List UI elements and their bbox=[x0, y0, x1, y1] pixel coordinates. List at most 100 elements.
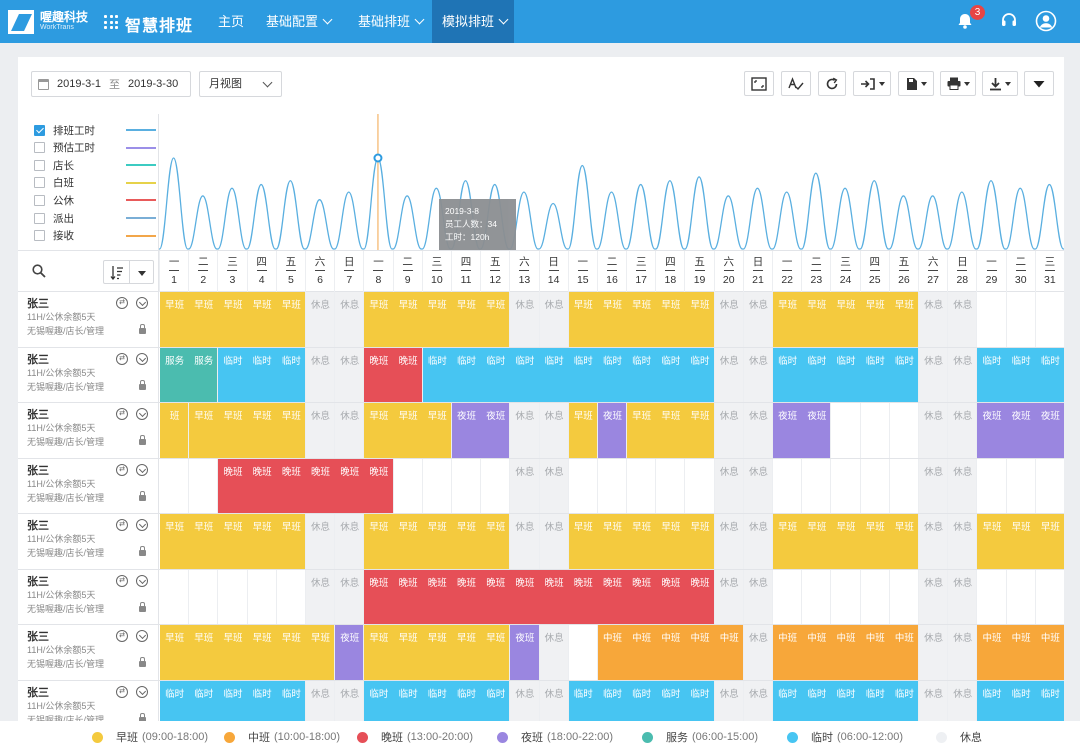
shift-block[interactable]: 夜班 bbox=[335, 625, 364, 680]
shift-block[interactable]: 早班 早班 早班 早班 bbox=[189, 403, 305, 458]
employee-row-info[interactable]: 张三 11H/公休余额5天 无锡喔趣/店长/管理 ⇄ bbox=[18, 347, 159, 403]
lock-icon[interactable] bbox=[139, 601, 146, 612]
shift-block[interactable]: 临时 临时 临时 临时 临时 bbox=[160, 680, 305, 721]
shift-block[interactable]: 夜班 夜班 bbox=[451, 403, 510, 458]
shift-block[interactable]: 服务 服务 bbox=[160, 347, 218, 402]
rest-cell[interactable]: 休息 bbox=[510, 514, 539, 569]
legend-item[interactable]: 派出 bbox=[34, 211, 156, 225]
employee-row-info[interactable]: 张三 11H/公休余额5天 无锡喔趣/店长/管理 ⇄ bbox=[18, 458, 159, 514]
shift-block[interactable]: 班 bbox=[160, 403, 189, 458]
legend-item[interactable]: 预估工时 bbox=[34, 141, 156, 155]
headset-icon[interactable] bbox=[1000, 11, 1018, 29]
rest-cell[interactable]: 休息 bbox=[335, 569, 364, 624]
expand-icon[interactable] bbox=[136, 685, 148, 698]
shift-block[interactable]: 夜班 夜班 夜班 bbox=[977, 403, 1064, 458]
employee-row-info[interactable]: 张三 11H/公休余额5天 无锡喔趣/店长/管理 ⇄ bbox=[18, 403, 159, 459]
shift-block[interactable]: 早班 早班 早班 bbox=[364, 403, 451, 458]
rest-cell[interactable]: 休息 bbox=[743, 569, 773, 624]
shift-block[interactable]: 晚班 晚班 bbox=[364, 347, 422, 402]
rest-cell[interactable]: 休息 bbox=[510, 680, 539, 721]
shift-block[interactable]: 临时 临时 临时 临时 临时 bbox=[568, 680, 714, 721]
day-header-18[interactable]: 四 18 bbox=[655, 251, 684, 292]
day-header-21[interactable]: 日 21 bbox=[742, 251, 772, 292]
swap-icon[interactable]: ⇄ bbox=[116, 352, 128, 365]
rest-cell[interactable]: 休息 bbox=[539, 458, 568, 513]
shift-block[interactable]: 早班 早班 早班 早班 早班 bbox=[364, 292, 510, 347]
shift-block[interactable]: 临时 临时 临时 bbox=[218, 347, 305, 402]
rest-cell[interactable]: 休息 bbox=[948, 292, 977, 347]
rest-cell[interactable]: 休息 bbox=[335, 680, 364, 721]
day-header-30[interactable]: 二 30 bbox=[1005, 251, 1035, 292]
sort-button[interactable] bbox=[103, 260, 154, 284]
day-header-26[interactable]: 五 26 bbox=[888, 251, 918, 292]
rest-cell[interactable]: 休息 bbox=[510, 458, 539, 513]
rest-cell[interactable]: 休息 bbox=[714, 680, 743, 721]
day-header-17[interactable]: 三 17 bbox=[626, 251, 655, 292]
shift-block[interactable]: 早班 早班 早班 早班 早班 bbox=[773, 292, 919, 347]
expand-icon[interactable] bbox=[136, 630, 148, 642]
rest-cell[interactable]: 休息 bbox=[948, 625, 977, 680]
rest-cell[interactable]: 休息 bbox=[335, 514, 364, 569]
shift-block[interactable]: 早班 早班 早班 bbox=[627, 403, 714, 458]
swap-icon[interactable]: ⇄ bbox=[116, 463, 128, 476]
shift-block[interactable]: 早班 早班 早班 bbox=[977, 514, 1064, 569]
rest-cell[interactable]: 休息 bbox=[305, 680, 335, 721]
day-header-23[interactable]: 二 23 bbox=[801, 251, 830, 292]
nav-item-0[interactable]: 主页 bbox=[208, 0, 254, 43]
swap-icon[interactable]: ⇄ bbox=[116, 574, 128, 587]
expand-icon[interactable] bbox=[136, 352, 148, 365]
legend-item[interactable]: 店长 bbox=[34, 158, 156, 172]
rest-cell[interactable]: 休息 bbox=[948, 680, 977, 721]
rest-cell[interactable]: 休息 bbox=[743, 514, 773, 569]
legend-checkbox[interactable] bbox=[34, 177, 45, 189]
day-header-28[interactable]: 日 28 bbox=[947, 251, 976, 292]
rest-cell[interactable]: 休息 bbox=[919, 458, 948, 513]
nav-item-2[interactable]: 基础排班 bbox=[348, 0, 432, 43]
rest-cell[interactable]: 休息 bbox=[510, 292, 539, 347]
shift-block[interactable]: 早班 早班 早班 早班 早班 bbox=[364, 625, 510, 680]
rest-cell[interactable]: 休息 bbox=[335, 292, 364, 347]
rest-cell[interactable]: 休息 bbox=[335, 403, 364, 458]
rest-cell[interactable]: 休息 bbox=[743, 625, 773, 680]
legend-item[interactable]: 公休 bbox=[34, 193, 156, 207]
rest-cell[interactable]: 休息 bbox=[743, 347, 773, 402]
rest-cell[interactable]: 休息 bbox=[919, 514, 948, 569]
employee-row-info[interactable]: 张三 11H/公休余额5天 无锡喔趣/店长/管理 ⇄ bbox=[18, 292, 159, 348]
refresh-button[interactable] bbox=[818, 71, 846, 96]
rest-cell[interactable]: 休息 bbox=[743, 680, 773, 721]
expand-icon[interactable] bbox=[136, 297, 148, 309]
rest-cell[interactable]: 休息 bbox=[743, 458, 773, 513]
rest-cell[interactable]: 休息 bbox=[714, 403, 743, 458]
shift-block[interactable]: 临时 临时 临时 临时 临时 临时 临时 临时 临时 临时 bbox=[422, 347, 714, 402]
day-header-24[interactable]: 三 24 bbox=[830, 251, 859, 292]
employee-row-info[interactable]: 张三 11H/公休余额5天 无锡喔趣/店长/管理 ⇄ bbox=[18, 514, 159, 570]
rest-cell[interactable]: 休息 bbox=[919, 569, 948, 624]
rest-cell[interactable]: 休息 bbox=[539, 514, 568, 569]
shift-block[interactable]: 夜班 夜班 bbox=[773, 403, 831, 458]
shift-block[interactable]: 夜班 bbox=[510, 625, 539, 680]
shift-block[interactable]: 临时 临时 临时 临时 临时 bbox=[773, 680, 919, 721]
lock-icon[interactable] bbox=[139, 435, 146, 445]
rest-cell[interactable]: 休息 bbox=[714, 458, 743, 513]
shift-block[interactable]: 中班 中班 中班 bbox=[977, 625, 1064, 680]
day-header-20[interactable]: 六 20 bbox=[713, 251, 743, 292]
swap-icon[interactable]: ⇄ bbox=[116, 297, 128, 309]
lock-icon[interactable] bbox=[139, 324, 146, 334]
day-header-15[interactable]: 一 15 bbox=[567, 251, 597, 292]
rest-cell[interactable]: 休息 bbox=[305, 569, 335, 624]
swap-icon[interactable]: ⇄ bbox=[116, 685, 128, 698]
day-header-13[interactable]: 六 13 bbox=[509, 251, 538, 292]
lock-icon[interactable] bbox=[139, 712, 146, 723]
shift-block[interactable]: 晚班 晚班 晚班 晚班 晚班 晚班 晚班 晚班 晚班 晚班 晚班 晚班 bbox=[364, 569, 714, 624]
day-header-10[interactable]: 三 10 bbox=[421, 251, 451, 292]
day-header-31[interactable]: 三 31 bbox=[1034, 251, 1064, 292]
rest-cell[interactable]: 休息 bbox=[510, 403, 539, 458]
legend-checkbox[interactable] bbox=[34, 124, 45, 136]
shift-block[interactable]: 早班 早班 早班 早班 早班 bbox=[364, 514, 510, 569]
rest-cell[interactable]: 休息 bbox=[743, 403, 773, 458]
expand-icon[interactable] bbox=[136, 463, 148, 476]
day-header-25[interactable]: 四 25 bbox=[859, 251, 889, 292]
